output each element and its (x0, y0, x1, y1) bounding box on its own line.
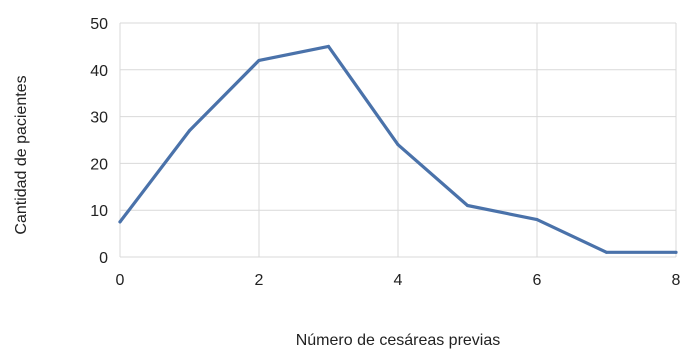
data-point (118, 220, 122, 224)
y-tick-label: 30 (90, 110, 108, 127)
point-layer (118, 44, 678, 254)
grid (119, 22, 677, 258)
data-point (257, 58, 261, 62)
y-tick-label: 50 (90, 16, 108, 33)
y-axis-label: Cantidad de pacientes (13, 75, 30, 234)
x-tick-labels: 0 2 4 6 8 (116, 272, 680, 289)
y-tick-label: 10 (90, 203, 108, 220)
data-point (396, 143, 400, 147)
y-tick-labels: 0 10 20 30 40 50 (90, 16, 108, 267)
data-point (327, 44, 330, 48)
x-axis-label: Número de cesáreas previas (296, 332, 501, 349)
y-tick-label: 40 (90, 63, 108, 80)
data-point (605, 250, 608, 254)
y-tick-label: 20 (90, 156, 108, 173)
x-tick-label: 0 (116, 272, 125, 289)
data-point (674, 250, 678, 254)
x-tick-label: 2 (255, 272, 264, 289)
data-point (466, 204, 469, 208)
y-tick-label: 0 (99, 250, 108, 267)
x-tick-label: 8 (672, 272, 680, 289)
data-point (535, 218, 539, 222)
data-point (188, 129, 191, 133)
x-tick-label: 4 (394, 272, 403, 289)
x-tick-label: 6 (533, 272, 542, 289)
